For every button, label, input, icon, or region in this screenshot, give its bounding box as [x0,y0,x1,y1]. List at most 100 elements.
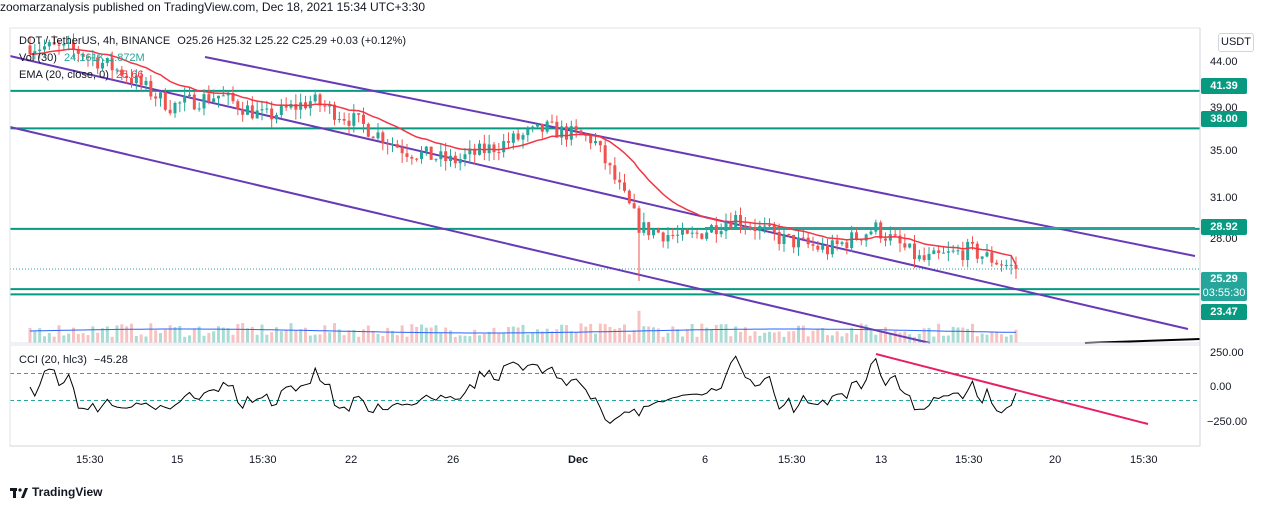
candle-body [250,105,254,119]
volume-bar [86,335,90,343]
volume-bar [67,333,71,343]
candle-body [81,53,85,57]
candle-body [410,156,414,159]
volume-bar [753,331,757,343]
volume-bar [482,333,486,343]
channel-layer [9,55,1201,344]
trend-line-black [1084,338,1201,344]
volume-bar [81,333,85,343]
candle-body [695,232,699,234]
candle-body [550,121,554,123]
candle-body [777,231,781,244]
volume-bar [811,330,815,343]
candle-body [33,51,37,55]
volume-bar [758,335,762,343]
candle-body [792,234,796,248]
volume-bar [801,325,805,343]
candle-body [656,229,660,233]
volume-bar [729,336,733,343]
volume-bar [695,336,699,343]
volume-bar [835,331,839,343]
volume-bar [420,324,423,343]
candle-body [618,179,622,183]
level-tag-23: 23.47 [1201,304,1247,320]
candle-body [579,130,583,135]
volume-bar [521,324,525,343]
candle-body [874,222,878,232]
volume-bar [250,326,254,343]
volume-bar [304,327,307,343]
volume-bar [507,326,510,343]
candle-body [110,58,114,71]
volume-bar [850,327,854,343]
volume-bar [424,327,428,343]
candle-body [531,126,535,130]
volume-bar [212,331,216,343]
candle-body [347,120,351,126]
candle-body [681,229,684,235]
volume-bar [917,333,921,343]
volume-bar [797,325,800,343]
legend-cci-row[interactable]: CCI (20, hlc3) −45.28 [19,354,128,366]
candle-body [371,136,375,139]
volume-bar [376,334,380,343]
legend-symbol-row[interactable]: DOT / TetherUS, 4h, BINANCE O25.26 H25.3… [19,35,406,47]
volume-bar [874,334,878,343]
volume-bar [453,336,457,343]
volume-bar [497,333,501,343]
candle-body [212,98,216,102]
candle-body [840,242,844,245]
candle-body [386,143,390,145]
volume-bar [502,333,506,343]
cci-value: −45.28 [93,354,128,366]
candle-body [482,143,486,154]
volume-bar [192,328,196,343]
volume-bar [38,328,42,343]
volume-bar [188,335,191,343]
candle-body [714,225,718,235]
candle-body [86,56,90,58]
volume-bar [333,323,336,343]
currency-button[interactable]: USDT [1218,33,1254,52]
candle-body [555,121,559,138]
candle-body [516,133,520,140]
candle-body [932,250,936,254]
candle-body [826,245,829,255]
candle-body [642,222,646,233]
candle-body [710,225,713,233]
candle-body [801,237,805,239]
tradingview-logo[interactable]: TradingView [10,485,102,499]
volume-bar [487,331,491,343]
volume-bar [618,327,622,343]
cci-line [29,355,1017,424]
candle-body [444,151,448,162]
legend-ema-row[interactable]: EMA (20, close, 0) 25.66 [19,69,143,81]
volume-bar [381,336,385,343]
volume-bar [951,326,955,343]
volume-bar [318,334,322,343]
volume-bar [134,335,138,343]
candle-body [1009,264,1013,266]
candle-body [120,69,124,76]
volume-bar [178,325,182,343]
candle-body [526,129,530,136]
volume-bar [937,323,941,343]
volume-bar [337,329,341,343]
candle-body [690,232,694,234]
candle-body [458,158,462,164]
levels-layer [10,89,1200,296]
candle-body [62,43,66,46]
candle-body [366,123,370,137]
volume-bar [76,333,80,343]
candle-body [439,151,443,160]
candle-body [241,109,245,115]
volume-bar [115,325,119,343]
candle-body [845,242,849,249]
candle-body [971,241,974,244]
volume-bar [323,325,327,343]
candle-body [429,146,433,160]
candle-body [743,225,747,227]
legend-volume-row[interactable]: Vol (30) 24.161K 1.872M [19,52,145,64]
volume-bar [932,336,936,343]
